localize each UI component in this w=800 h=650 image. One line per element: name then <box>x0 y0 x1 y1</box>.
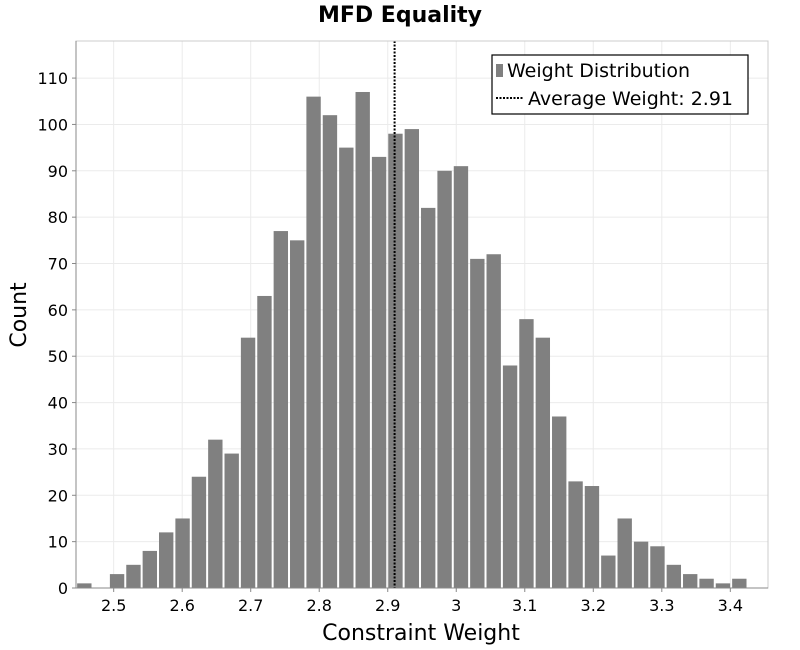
histogram-bar <box>240 337 256 588</box>
x-tick-label: 3.2 <box>581 596 606 615</box>
histogram-bar <box>306 96 321 588</box>
legend: Weight Distribution Average Weight: 2.91 <box>491 54 749 115</box>
histogram-bar <box>601 555 616 588</box>
y-tick-label: 80 <box>48 208 68 227</box>
histogram-bar <box>437 170 452 588</box>
histogram-bar <box>322 115 338 588</box>
y-tick-labels: 0 10 20 30 40 50 60 70 80 90 100 110 <box>37 69 76 598</box>
histogram-bar <box>568 481 583 588</box>
histogram-bar <box>109 574 125 588</box>
histogram-bar <box>208 439 223 588</box>
histogram-bar <box>339 147 354 588</box>
y-tick-label: 50 <box>48 347 68 366</box>
x-tick-label: 2.5 <box>101 596 126 615</box>
histogram-bar <box>584 486 600 588</box>
histogram-bar <box>404 129 420 588</box>
legend-entry-average: Average Weight: 2.91 <box>528 88 733 110</box>
histogram-bar <box>683 574 698 588</box>
histogram-bar <box>715 583 731 588</box>
histogram-bar <box>355 91 370 589</box>
histogram-bar <box>371 156 387 588</box>
histogram-bar <box>77 583 92 588</box>
chart-title: MFD Equality <box>318 3 482 28</box>
y-tick-label: 110 <box>37 69 68 88</box>
x-tick-label: 3.3 <box>649 596 674 615</box>
y-tick-label: 30 <box>48 440 68 459</box>
histogram-bar <box>486 254 501 588</box>
histogram-bar <box>650 546 665 588</box>
legend-entry-distribution: Weight Distribution <box>507 60 690 82</box>
y-tick-label: 100 <box>37 115 68 134</box>
y-tick-label: 10 <box>48 533 68 552</box>
y-axis-label: Count <box>7 282 32 348</box>
y-tick-label: 60 <box>48 301 68 320</box>
histogram-bar <box>470 258 485 588</box>
histogram-bar <box>126 564 141 588</box>
histogram-bar <box>552 416 567 588</box>
histogram-bar <box>421 207 436 589</box>
y-tick-label: 90 <box>48 162 68 181</box>
histogram-bar <box>519 319 534 588</box>
histogram-bar <box>453 166 469 588</box>
x-tick-label: 3.1 <box>512 596 537 615</box>
x-tick-labels: 2.5 2.6 2.7 2.8 2.9 3 3.1 3.2 3.3 3.4 <box>101 588 743 615</box>
histogram-bar <box>175 518 190 588</box>
axes <box>75 40 769 589</box>
histogram-bar <box>273 231 289 588</box>
x-tick-label: 2.6 <box>169 596 194 615</box>
histogram-bar <box>535 337 551 588</box>
y-tick-label: 70 <box>48 255 68 274</box>
x-tick-label: 2.9 <box>375 596 400 615</box>
histogram-bar <box>732 578 747 588</box>
histogram-bar <box>191 476 207 588</box>
x-axis-label: Constraint Weight <box>322 621 520 646</box>
x-tick-label: 2.7 <box>238 596 263 615</box>
histogram-bar <box>666 564 682 588</box>
histogram-bar <box>633 541 649 588</box>
histogram-bar <box>699 578 714 588</box>
legend-box <box>491 54 749 115</box>
histogram-bar <box>617 518 632 588</box>
y-tick-label: 20 <box>48 486 68 505</box>
histogram-bar <box>142 550 158 588</box>
x-tick-label: 3 <box>451 596 461 615</box>
x-tick-label: 2.8 <box>307 596 332 615</box>
histogram-bar <box>224 453 239 588</box>
histogram-bar <box>257 295 272 588</box>
histogram-bar <box>290 240 305 588</box>
histogram-bars <box>77 91 747 589</box>
histogram-bar <box>159 532 174 588</box>
legend-bar-swatch-icon <box>496 64 503 77</box>
y-tick-label: 40 <box>48 394 68 413</box>
histogram-bar <box>502 365 518 588</box>
x-tick-label: 3.4 <box>718 596 743 615</box>
y-tick-label: 0 <box>58 579 68 598</box>
